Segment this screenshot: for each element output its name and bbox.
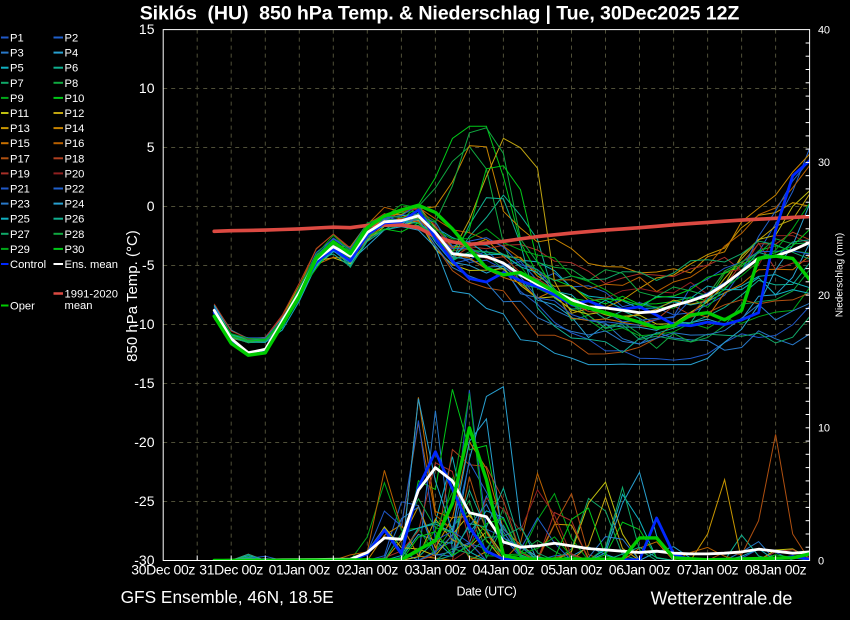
svg-text:P18: P18 [65,153,85,165]
svg-text:mean: mean [65,300,93,312]
svg-text:Niederschlag (mm): Niederschlag (mm) [835,233,846,317]
svg-text:Wetterzentrale.de: Wetterzentrale.de [651,588,793,608]
svg-text:5: 5 [147,139,155,155]
svg-text:P29: P29 [10,244,30,256]
svg-text:P25: P25 [10,214,30,226]
svg-text:P21: P21 [10,184,30,196]
svg-text:31Dec 00z: 31Dec 00z [199,562,263,578]
svg-text:Control: Control [10,259,46,271]
svg-text:-15: -15 [134,375,154,391]
svg-text:P3: P3 [10,48,24,60]
svg-text:P20: P20 [65,168,85,180]
svg-text:Date (UTC): Date (UTC) [456,584,516,598]
svg-text:P22: P22 [65,184,85,196]
svg-text:P28: P28 [65,229,85,241]
svg-text:P15: P15 [10,138,30,150]
svg-text:-25: -25 [134,493,154,509]
svg-text:-20: -20 [134,434,154,450]
svg-text:01Jan 00z: 01Jan 00z [269,562,331,578]
svg-text:P26: P26 [65,214,85,226]
svg-text:P12: P12 [65,108,85,120]
svg-text:P19: P19 [10,168,30,180]
svg-text:-10: -10 [134,316,154,332]
svg-text:10: 10 [818,423,830,435]
svg-text:06Jan 00z: 06Jan 00z [609,562,671,578]
svg-text:P17: P17 [10,153,30,165]
svg-text:40: 40 [818,25,830,37]
svg-text:02Jan 00z: 02Jan 00z [337,562,399,578]
svg-text:P27: P27 [10,229,30,241]
svg-text:P8: P8 [65,78,79,90]
svg-text:P30: P30 [65,244,85,256]
svg-text:P23: P23 [10,199,30,211]
svg-text:P6: P6 [65,63,79,75]
svg-text:10: 10 [139,80,155,96]
svg-text:Ens. mean: Ens. mean [65,259,118,271]
svg-text:30Dec 00z: 30Dec 00z [131,562,195,578]
svg-text:P24: P24 [65,199,85,211]
svg-text:GFS Ensemble, 46N, 18.5E: GFS Ensemble, 46N, 18.5E [121,587,334,607]
svg-text:30: 30 [818,157,830,169]
svg-text:Siklós (HU) 850 hPa Temp. &: Siklós (HU) 850 hPa Temp. & Niederschlag… [140,3,740,25]
svg-text:P10: P10 [65,93,85,105]
svg-text:P4: P4 [65,48,79,60]
svg-text:Oper: Oper [10,301,35,313]
svg-text:P13: P13 [10,123,30,135]
svg-text:05Jan 00z: 05Jan 00z [541,562,603,578]
svg-text:08Jan 00z: 08Jan 00z [745,562,807,578]
svg-text:0: 0 [147,198,155,214]
svg-text:07Jan 00z: 07Jan 00z [677,562,739,578]
svg-text:P7: P7 [10,78,24,90]
svg-text:-30: -30 [134,552,154,568]
svg-text:850 hPa Temp. (°C): 850 hPa Temp. (°C) [124,230,141,362]
svg-text:P9: P9 [10,93,24,105]
svg-text:03Jan 00z: 03Jan 00z [405,562,467,578]
svg-text:04Jan 00z: 04Jan 00z [473,562,535,578]
svg-text:0: 0 [818,555,824,567]
svg-text:15: 15 [139,21,155,37]
svg-text:1991-2020: 1991-2020 [65,289,119,301]
svg-text:P2: P2 [65,33,79,45]
svg-text:P5: P5 [10,63,24,75]
svg-text:P14: P14 [65,123,85,135]
svg-text:P1: P1 [10,33,24,45]
svg-text:20: 20 [818,290,830,302]
svg-text:P11: P11 [10,108,29,120]
svg-text:P16: P16 [65,138,85,150]
svg-text:-5: -5 [142,257,155,273]
